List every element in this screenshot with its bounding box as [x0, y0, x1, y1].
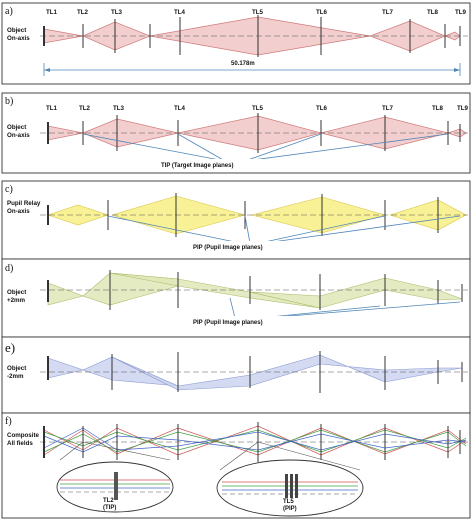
panel-d: d) Object +2mm PIP (Pupil Image plan	[5, 263, 468, 326]
panel-c-object-label-1: Pupil Relay	[7, 200, 41, 207]
tl2-label: TL2	[77, 9, 89, 16]
dimension-label: 50.178m	[231, 61, 255, 67]
inset-tl5-label: TL5	[283, 499, 294, 505]
panel-f-label: f)	[5, 416, 12, 427]
b-tl8-label: TL8	[432, 105, 444, 112]
tl5-label: TL5	[252, 9, 264, 16]
inset-tl2-sublabel: (TIP)	[103, 505, 116, 511]
panel-f-object-label-1: Composite	[7, 432, 40, 439]
panel-b-object-label-2: On-axis	[7, 132, 30, 139]
tl4-label: TL4	[174, 9, 186, 16]
panel-e-object-label-2: -2mm	[7, 373, 24, 380]
panel-a-object-label-2: On-axis	[7, 35, 30, 42]
panel-c-object-label-2: On-axis	[7, 208, 30, 215]
inset-tl5-sublabel: (PIP)	[283, 506, 297, 512]
tl8-label: TL8	[427, 9, 439, 16]
b-tl3-label: TL3	[113, 105, 125, 112]
tl6-label: TL6	[316, 9, 328, 16]
panel-a-object-label-1: Object	[7, 27, 26, 34]
b-tl4-label: TL4	[174, 105, 186, 112]
panel-d-label: d)	[5, 263, 13, 274]
panel-e: e) Object -2mm	[5, 340, 468, 393]
tl7-label: TL7	[382, 9, 394, 16]
tl3-label: TL3	[111, 9, 123, 16]
panel-b-pointers	[82, 133, 449, 162]
panel-d-object-label-2: +2mm	[7, 297, 26, 304]
panel-a-lens-labels: TL1 TL2 TL3 TL4 TL5 TL6 TL7 TL8 TL9	[46, 9, 467, 16]
panel-b-object-label-1: Object	[7, 124, 26, 131]
b-tl7-label: TL7	[382, 105, 394, 112]
panel-a: a) Object On-axis TL1 TL2 TL3 TL4	[5, 6, 468, 76]
panel-d-object-label-1: Object	[7, 289, 26, 296]
tip-annotation: TIP (Target Image planes)	[161, 163, 233, 169]
panel-c-pointers	[107, 215, 461, 244]
inset-tl5: TL5 (PIP)	[216, 441, 364, 517]
panel-d-beam	[47, 272, 463, 309]
panel-c-label: c)	[5, 184, 13, 195]
panel-b: b) Object On-axis TL1 TL2 TL3 TL4	[5, 96, 469, 169]
b-tl6-label: TL6	[316, 105, 328, 112]
tl9-label: TL9	[455, 9, 467, 16]
b-tl1-label: TL1	[46, 105, 58, 112]
tl1-label: TL1	[46, 9, 58, 16]
panel-a-lenses	[43, 15, 461, 57]
b-tl5-label: TL5	[252, 105, 264, 112]
panel-f-object-label-2: All fields	[7, 440, 33, 447]
dimension-line: 50.178m	[43, 58, 461, 76]
inset-tl2-label: TL2	[103, 498, 114, 504]
b-tl2-label: TL2	[79, 105, 91, 112]
panel-e-label: e)	[5, 340, 15, 355]
inset-tl2: TL2 (TIP)	[56, 441, 174, 513]
pip-annotation-d: PIP (Pupil Image planes)	[193, 320, 263, 326]
panel-e-object-label-1: Object	[7, 365, 26, 372]
b-tl9-label: TL9	[457, 105, 469, 112]
panel-f: f) Composite All fields	[5, 416, 468, 517]
panel-c: c) Pupil Relay On-axis PIP (Pupil Image …	[5, 184, 468, 251]
panel-b-label: b)	[5, 96, 13, 107]
panel-a-label: a)	[5, 6, 13, 17]
pip-annotation-c: PIP (Pupil Image planes)	[193, 245, 263, 251]
